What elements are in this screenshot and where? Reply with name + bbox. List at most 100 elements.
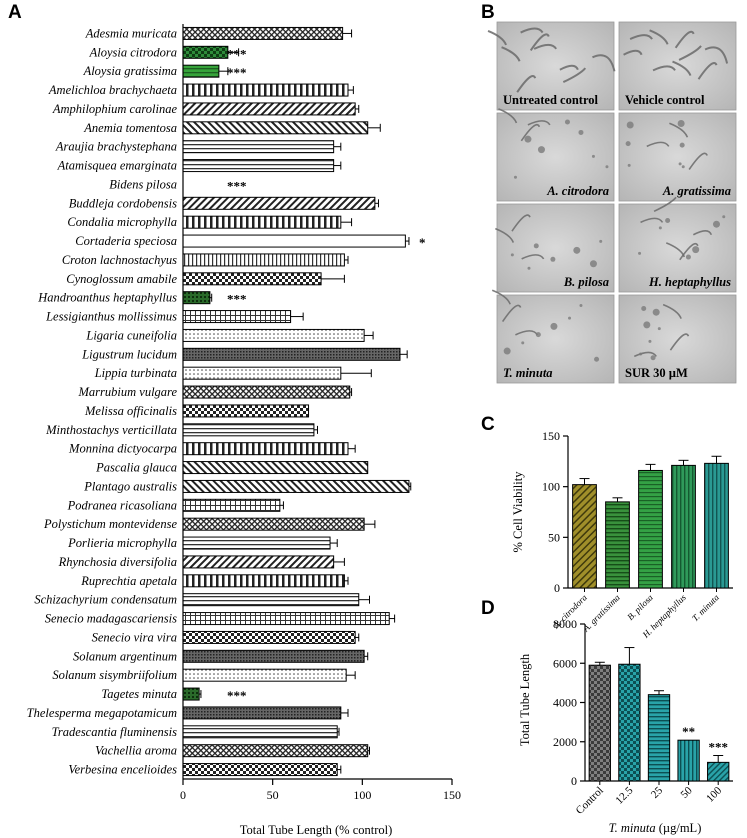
panel-label-c: C [481,414,495,435]
cell-cluster [591,154,595,158]
chart-a-bar [182,234,406,248]
chart-a-significance-marker: *** [227,688,247,703]
chart-a-bar [182,706,342,720]
chart-a-bar [182,64,220,78]
cell-cluster [665,217,671,223]
chart-c-bar [671,464,696,589]
chart-a-category-label: Vachellia aroma [95,744,177,758]
tube-segment [629,34,653,40]
cell-cluster [626,121,634,129]
chart-a-x-tick-label: 0 [180,788,186,802]
tube-segment [704,46,729,64]
chart-a-category-label: Solanum sisymbriifolium [52,668,177,682]
chart-a-bar [182,517,365,531]
cell-cluster [650,355,656,361]
chart-a-category-label: Senecio vira vira [92,630,177,644]
chart-a-category-label: Tradescantia fluminensis [52,725,177,739]
tube-segment [672,60,692,76]
cell-cluster [550,322,558,330]
chart-a-bar [182,498,281,512]
chart-d-y-tick-label: 6000 [553,656,577,670]
tube-segment [649,29,669,45]
cell-cluster [722,215,726,219]
cell-cluster [652,308,660,316]
chart-a-bar [182,763,338,777]
chart-a-bar [182,630,356,644]
tube-segment [527,120,551,126]
tube-segment [487,30,507,46]
cell-cluster [568,316,572,320]
chart-a-bar [182,461,369,475]
tube-segment [623,49,643,56]
chart-a-bar [182,26,344,40]
micrograph-image [618,294,737,384]
chart-a-bar [182,159,335,173]
tube-segment [521,254,545,260]
panel-label-d: D [481,598,495,619]
chart-a-category-label: Condalia microphylla [67,215,177,229]
chart-a-category-label: Bidens pilosa [109,177,177,191]
chart-a-significance-marker: *** [227,46,247,61]
micrograph-image [496,203,615,293]
chart-a-category-label: Aloysia gratissima [83,64,177,78]
chart-a-category-label: Plantago australis [83,479,177,493]
chart-a-category-label: Croton lachnostachyus [62,253,177,267]
micrograph-tile: T. minuta [491,289,615,384]
chart-c-bar [572,484,597,589]
cell-cluster [510,253,514,257]
chart-a-category-label: Monnina dictyocarpa [68,442,177,456]
cell-cluster [503,347,511,355]
chart-a-bar [182,536,331,550]
cell-cluster [605,165,609,169]
cell-cluster [657,327,661,331]
chart-a-bar [182,442,349,456]
cell-cluster [679,142,685,148]
tube-segment [501,46,521,62]
chart-c-y-tick-label: 0 [554,581,560,595]
chart-d-x-tick-label: 12.5 [613,784,635,806]
chart-c-y-tick-label: 100 [542,480,560,494]
tube-segment [678,45,702,61]
chart-a-category-label: Ligaria cuneifolia [85,328,177,342]
chart-d-bar [618,663,641,782]
tube-segment [533,43,558,50]
micrograph-image [496,294,615,384]
chart-a-category-label: Tagetes minuta [101,687,177,701]
chart-a-category-label: Ligustrum lucidum [81,347,177,361]
chart-a-bar [182,140,335,154]
chart-a-bar [182,310,292,324]
chart-a-bar [182,574,345,588]
chart-a-bar [182,196,376,210]
tube-segment [562,67,587,83]
cell-cluster [521,341,525,345]
cell-cluster [692,246,700,254]
chart-a-category-label: Porlieria microphylla [67,536,177,550]
tube-segment [495,227,515,243]
chart-a-category-label: Ruprechtia apetala [80,574,177,588]
tube-segment [646,141,670,148]
chart-a-x-tick-label: 50 [267,788,279,802]
chart-a-category-label: Marrubium vulgare [78,385,178,399]
chart-a-bar [182,328,365,342]
cell-cluster [513,175,517,179]
chart-a-category-label: Cynoglossum amabile [66,272,177,286]
chart-d-y-tick-label: 8000 [553,617,577,631]
tube-segment [529,33,550,52]
cell-cluster [533,243,539,249]
chart-d-x-axis-title-italic: T. minuta [609,821,656,835]
chart-a-bar [182,366,342,380]
chart-a-x-axis-title: Total Tube Length (% control) [240,823,393,837]
chart-a-category-label: Amelichloa brachychaeta [48,83,177,97]
chart-a-category-label: Schizachyrium condensatum [34,593,177,607]
chart-a-category-label: Buddleja cordobensis [69,196,177,210]
chart-a-bar [182,423,315,437]
chart-d-y-tick-label: 4000 [553,696,577,710]
micrograph-label: A. gratissima [662,184,731,198]
cell-cluster [678,162,682,166]
chart-a-category-label: Adesmia muricata [85,26,177,40]
cell-cluster [638,251,642,255]
chart-a-significance-marker: * [419,235,426,250]
chart-d-x-tick-label: 25 [649,784,666,801]
micrograph-tile: SUR 30 µM [618,294,737,384]
